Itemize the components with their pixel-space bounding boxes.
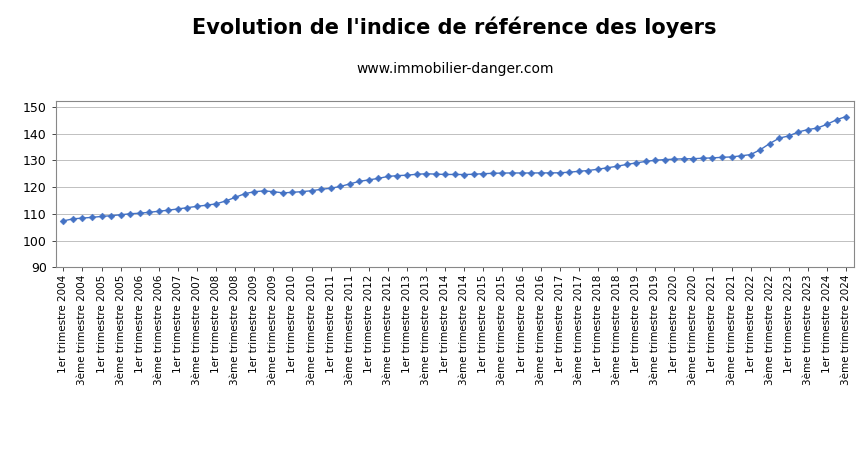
Text: www.immobilier-danger.com: www.immobilier-danger.com [356,62,553,76]
Text: Evolution de l'indice de référence des loyers: Evolution de l'indice de référence des l… [192,16,717,38]
